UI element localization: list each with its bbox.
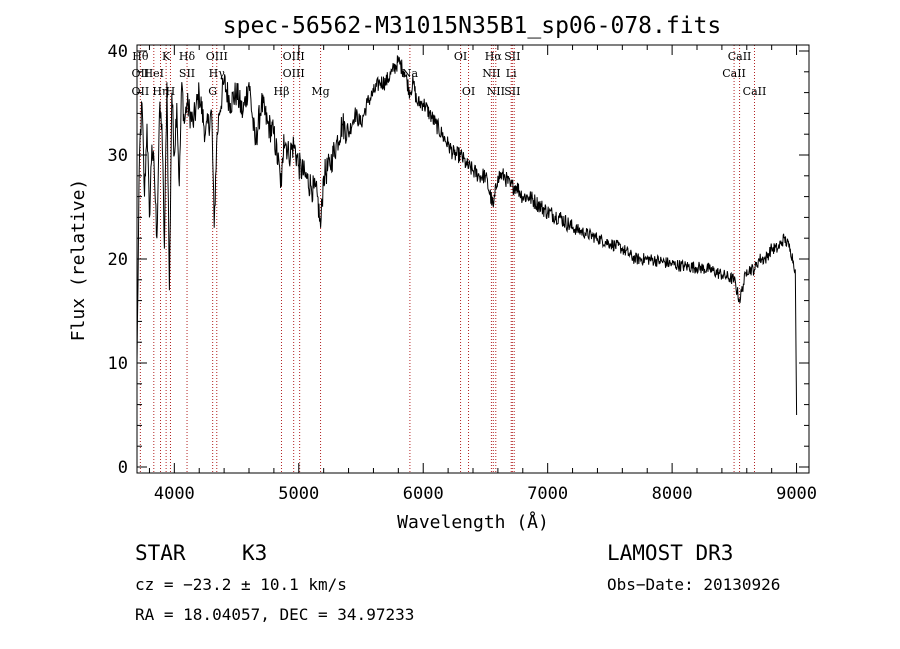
line-label: OI xyxy=(454,50,467,63)
x-axis: 4000 5000 6000 7000 8000 9000 xyxy=(148,45,817,504)
line-label: Hθ xyxy=(132,50,149,63)
line-label: SII xyxy=(504,50,520,63)
y-tick-label: 30 xyxy=(108,146,128,166)
line-label: CaII xyxy=(728,50,752,63)
line-label: SII xyxy=(179,67,195,80)
x-axis-label: Wavelength (Å) xyxy=(397,511,549,533)
line-label: K xyxy=(162,50,171,63)
line-label: OIII xyxy=(206,50,228,63)
x-tick-label: 8000 xyxy=(652,484,693,504)
x-tick-label: 6000 xyxy=(403,484,444,504)
line-label: OIII xyxy=(283,67,305,80)
line-label: NII xyxy=(487,85,505,98)
line-label: SII xyxy=(504,85,520,98)
x-tick-label: 5000 xyxy=(278,484,319,504)
line-label: H xyxy=(166,85,176,98)
line-label: Mg xyxy=(311,85,329,98)
line-label: CaII xyxy=(743,85,767,98)
line-label: Hγ xyxy=(209,67,226,80)
line-label: HeI xyxy=(144,67,164,80)
y-axis: 0 10 20 30 40 xyxy=(108,42,809,478)
y-tick-label: 0 xyxy=(118,458,128,478)
x-tick-label: 9000 xyxy=(776,484,817,504)
line-label: Hα xyxy=(485,50,503,63)
y-tick-label: 20 xyxy=(108,250,128,270)
y-axis-label: Flux (relative) xyxy=(68,179,89,342)
chart-title: spec-56562-M31015N35B1_sp06-078.fits xyxy=(223,13,722,39)
line-label: G xyxy=(208,85,217,98)
line-label: Hη xyxy=(152,85,168,98)
y-tick-label: 10 xyxy=(108,354,128,374)
observation-date: Obs−Date: 20130926 xyxy=(607,575,780,594)
x-tick-label: 7000 xyxy=(527,484,568,504)
survey-name: LAMOST DR3 xyxy=(607,541,733,565)
line-label: Hβ xyxy=(274,85,290,98)
line-label: OIII xyxy=(283,50,305,63)
object-class: STAR xyxy=(135,541,186,565)
x-tick-label: 4000 xyxy=(154,484,195,504)
spectrum-line xyxy=(136,55,798,416)
line-label: Hδ xyxy=(179,50,196,63)
line-label: NII xyxy=(482,67,500,80)
line-label: Li xyxy=(506,67,517,80)
line-label: OI xyxy=(462,85,475,98)
line-label: CaII xyxy=(722,67,746,80)
line-label: OII xyxy=(132,85,150,98)
object-subclass: K3 xyxy=(242,541,267,565)
redshift-velocity: cz = −23.2 ± 10.1 km/s xyxy=(135,575,347,594)
line-label: OII xyxy=(132,67,150,80)
coordinates: RA = 18.04057, DEC = 34.97233 xyxy=(135,605,414,624)
y-tick-label: 40 xyxy=(108,42,128,62)
emission-line-labels: HθOIIOIIHeIHηKHHδSIIGOIIIHγHβOIIIOIIIMgN… xyxy=(132,50,767,98)
